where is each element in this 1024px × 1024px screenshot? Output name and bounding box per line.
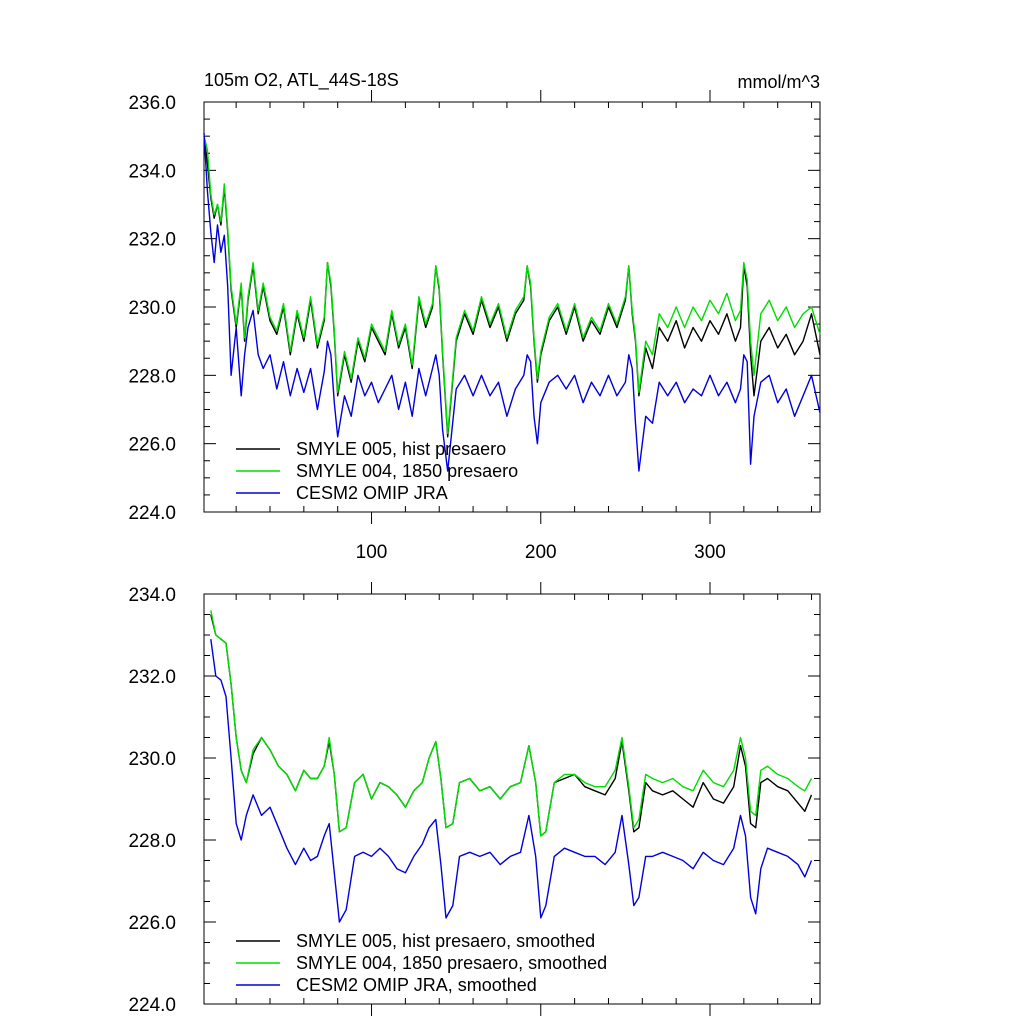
legend-label: SMYLE 005, hist presaero, smoothed (296, 931, 595, 951)
series-line-3 (210, 639, 813, 923)
legend-label: SMYLE 004, 1850 presaero, smoothed (296, 953, 607, 973)
y-tick-label: 236.0 (128, 93, 176, 114)
y-tick-label: 226.0 (128, 435, 176, 456)
legend-label: SMYLE 004, 1850 presaero (296, 461, 518, 481)
series-line-1 (203, 136, 821, 438)
bottom-panel: 224.0 226.0 228.0 230.0 232.0 234.0 SMYLE 005,… (128, 582, 821, 1016)
series-line-1 (210, 614, 813, 837)
series-line-3 (203, 132, 821, 472)
legend-label: SMYLE 005, hist presaero (296, 439, 506, 459)
y-tick-label: 224.0 (128, 503, 176, 524)
y-tick-label: 228.0 (128, 831, 176, 852)
units-label: mmol/m^3 (738, 72, 820, 92)
y-tick-label: 228.0 (128, 366, 176, 387)
legend-label: CESM2 OMIP JRA (296, 483, 448, 503)
series-line-2 (210, 610, 813, 837)
y-tick-label: 224.0 (128, 995, 176, 1016)
y-tick-label: 230.0 (128, 749, 176, 770)
y-tick-label: 234.0 (128, 161, 176, 182)
y-tick-label: 230.0 (128, 298, 176, 319)
x-tick-label: 300 (694, 542, 726, 563)
series-line-2 (203, 136, 821, 435)
top-panel: 224.0 226.0 228.0 230.0 232.0 234.0 236.0 100 20… (128, 70, 821, 563)
chart-title: 105m O2, ATL_44S-18S (204, 70, 399, 91)
x-tick-label: 100 (356, 542, 388, 563)
legend-label: CESM2 OMIP JRA, smoothed (296, 975, 537, 995)
y-tick-label: 234.0 (128, 585, 176, 606)
y-tick-label: 226.0 (128, 913, 176, 934)
y-tick-label: 232.0 (128, 667, 176, 688)
y-tick-label: 232.0 (128, 230, 176, 251)
x-tick-label: 200 (525, 542, 557, 563)
